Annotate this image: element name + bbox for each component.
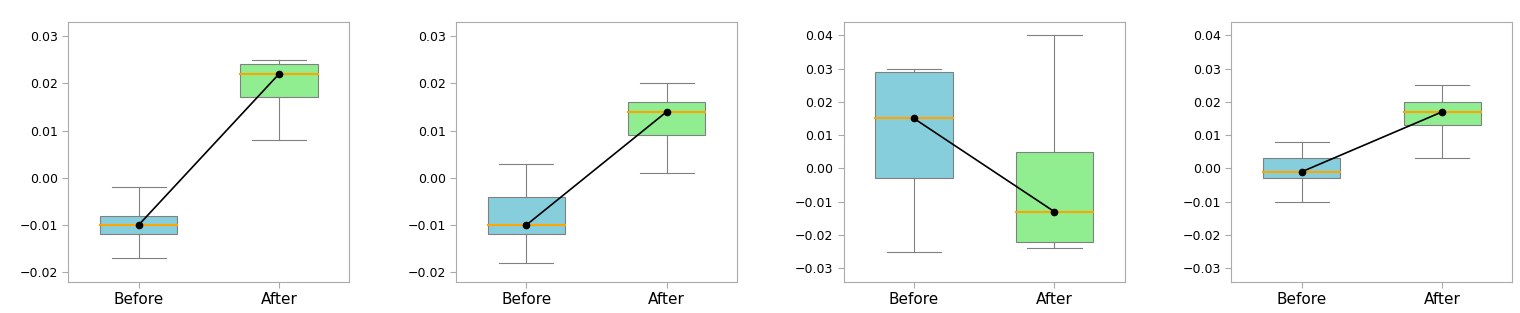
Bar bbox=[1263, 158, 1341, 178]
Bar bbox=[876, 72, 953, 178]
Bar bbox=[1015, 152, 1093, 242]
Bar bbox=[240, 64, 318, 97]
Bar bbox=[628, 102, 705, 135]
Bar bbox=[488, 197, 565, 234]
Bar bbox=[1403, 102, 1480, 125]
Bar bbox=[100, 216, 178, 234]
